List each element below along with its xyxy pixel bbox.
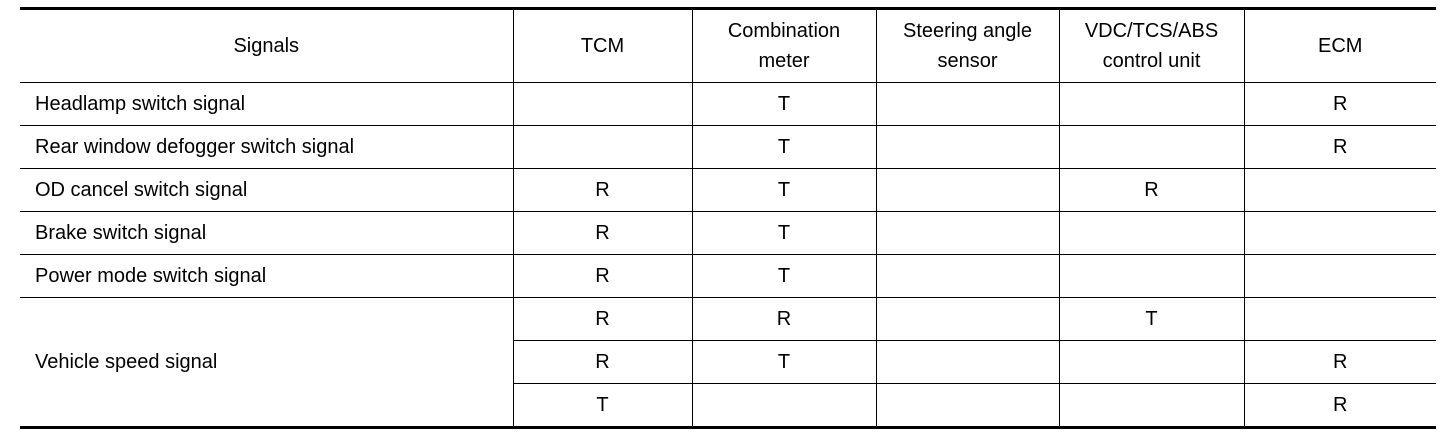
role-text: T [777,135,791,158]
role-cell: R [1058,168,1245,212]
header-cell: ECM [1243,7,1436,83]
table-row: OD cancel switch signal R T R [20,168,1436,212]
role-cell: T [691,340,877,384]
role-text: T [777,178,791,201]
role-cell [512,125,693,169]
header-text: VDC/TCS/ABS [1084,20,1219,42]
role-cell [875,211,1060,255]
role-cell: R [691,297,877,341]
header-cell: VDC/TCS/ABS control unit [1058,7,1245,83]
role-text: R [1144,178,1159,201]
role-cell [875,340,1060,384]
role-cell [1243,211,1436,255]
signal-name: Power mode switch signal [35,264,267,287]
table-row: Rear window defogger switch signal T R [20,125,1436,169]
header-text: meter [758,50,810,72]
role-text: R [595,264,610,287]
role-cell [875,383,1060,429]
role-cell: R [512,168,693,212]
signal-name: Brake switch signal [35,221,207,244]
role-cell: T [1058,297,1245,341]
signal-name: Rear window defogger switch signal [35,135,355,158]
role-text: T [777,350,791,373]
role-text: R [1333,135,1348,158]
role-text: T [777,221,791,244]
signal-cell: Power mode switch signal [20,254,514,298]
signal-cell: Brake switch signal [20,211,514,255]
role-cell: T [691,82,877,126]
role-cell [875,254,1060,298]
role-cell: R [512,254,693,298]
role-text: T [1145,307,1158,330]
role-cell: R [512,340,693,384]
role-text: R [595,350,610,373]
role-cell: R [1243,125,1436,169]
header-text: Signals [233,35,300,57]
signal-name: Headlamp switch signal [35,92,246,115]
role-text: R [1333,350,1348,373]
signal-cell: Headlamp switch signal [20,82,514,126]
header-cell: Signals [20,7,514,83]
role-cell [875,168,1060,212]
role-cell [875,82,1060,126]
signal-cell: OD cancel switch signal [20,168,514,212]
header-cell: Steering angle sensor [875,7,1060,83]
header-row: Signals TCM Combination meter Steering angle… [20,7,1436,83]
table-row: Vehicle speed signal R R T [20,297,1436,429]
signal-cell: Rear window defogger switch signal [20,125,514,169]
role-text: T [596,393,609,416]
role-cell [875,125,1060,169]
role-cell [1058,125,1245,169]
role-cell [1058,211,1245,255]
role-text: R [595,221,610,244]
role-cell: T [512,383,693,429]
header-text: Steering angle [903,20,1032,42]
role-cell: T [691,254,877,298]
role-cell: T [691,168,877,212]
header-text: control unit [1102,50,1201,72]
signal-cell: Vehicle speed signal [20,297,514,429]
role-cell: T [691,211,877,255]
role-cell [512,82,693,126]
table-row: Headlamp switch signal T R [20,82,1436,126]
signal-name: OD cancel switch signal [35,178,248,201]
role-cell: T [691,125,877,169]
table-wrap: Signals TCM Combination meter Steering angle… [20,7,1436,429]
header-cell: Combination meter [691,7,877,83]
role-cell [691,383,877,429]
header-text: ECM [1318,35,1363,57]
role-cell [1243,168,1436,212]
role-cell [1058,383,1245,429]
role-text: R [776,307,792,330]
role-text: R [1333,393,1348,416]
header-cell: TCM [512,7,693,83]
role-cell: R [1243,82,1436,126]
role-cell: R [512,211,693,255]
role-cell: R [512,297,693,341]
signal-table: Signals TCM Combination meter Steering angle… [20,7,1436,429]
role-cell [1058,82,1245,126]
role-cell [1058,254,1245,298]
header-text: sensor [937,50,998,72]
role-cell [875,297,1060,341]
role-text: T [777,92,791,115]
table-body: Headlamp switch signal T R Rear window defo… [20,82,1436,429]
table-row: Brake switch signal R T [20,211,1436,255]
role-text: R [1333,92,1348,115]
role-cell: R [1243,340,1436,384]
role-text: T [777,264,791,287]
signal-name: Vehicle speed signal [35,350,218,373]
table-row: Power mode switch signal R T [20,254,1436,298]
header-text: Combination [727,20,841,42]
role-cell [1243,297,1436,341]
role-cell [1058,340,1245,384]
role-text: R [595,178,610,201]
role-text: R [595,307,610,330]
role-cell [1243,254,1436,298]
role-cell: R [1243,383,1436,429]
header-text: TCM [580,35,625,57]
